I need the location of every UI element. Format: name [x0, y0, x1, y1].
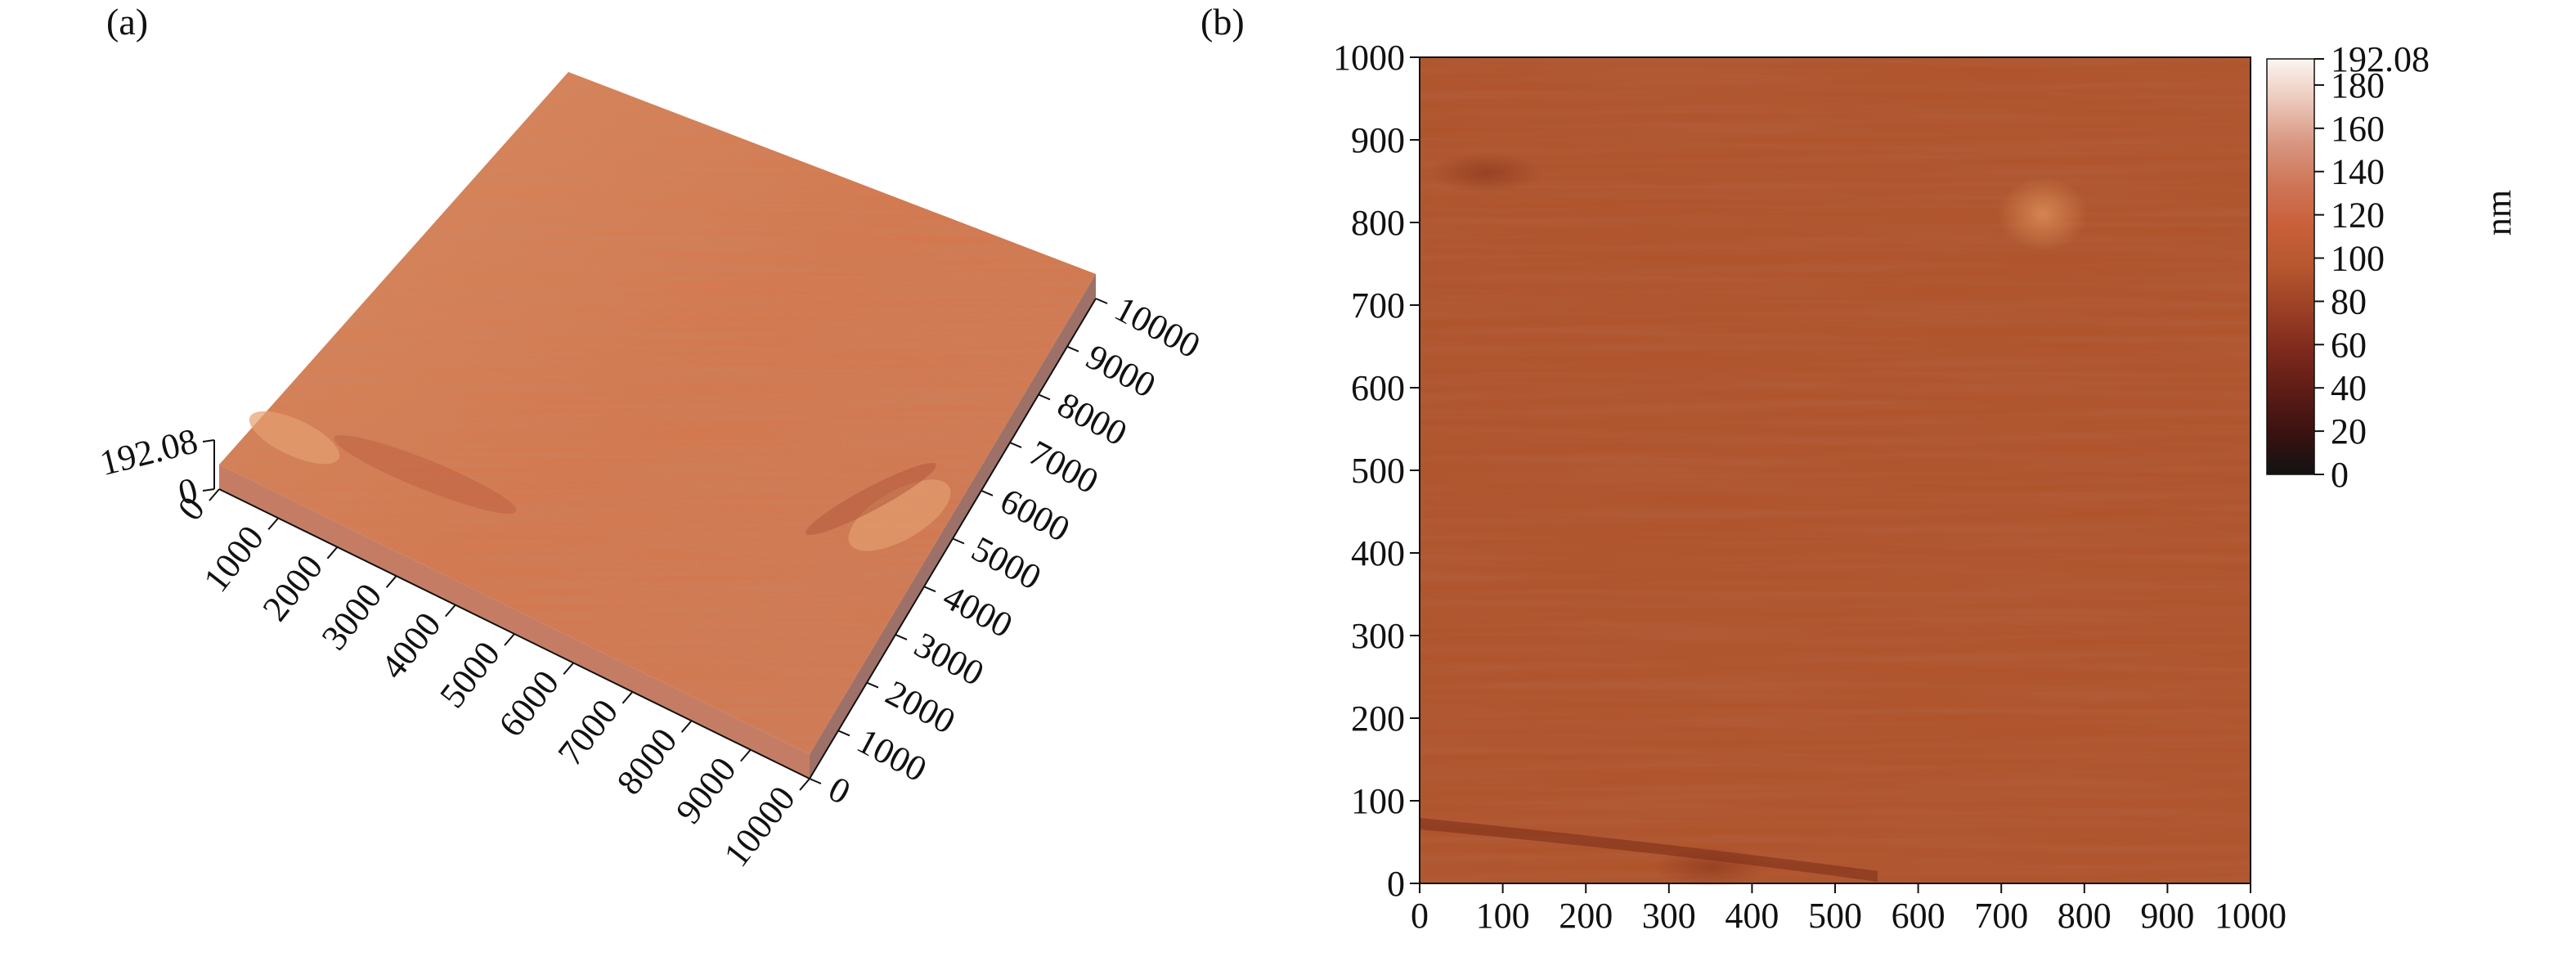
panel-b: (b) 0 100 200 300 400 500 600 700 800 900 1000 0 100… [1186, 0, 2576, 957]
colorbar-tick-label: 60 [2331, 325, 2367, 365]
y-tick-label: 100 [1351, 781, 1405, 821]
colorbar-tick-label: 160 [2331, 109, 2385, 149]
y-tick-mark [1066, 345, 1079, 353]
x-tick-mark [680, 720, 693, 733]
y-tick-mark [1095, 298, 1108, 304]
x-tick-label: 7000 [550, 692, 626, 774]
surface-side-front-left [219, 465, 810, 779]
y-tick-label: 6000 [994, 480, 1076, 550]
y-tick-label: 0 [1387, 864, 1405, 904]
colorbar-tick-label: 80 [2331, 281, 2367, 321]
x-tick-mark [563, 662, 574, 676]
map-feature-groove [1429, 152, 1544, 194]
x-tick-mark [504, 633, 515, 646]
colorbar-tick-label: 100 [2331, 239, 2385, 279]
colorbar-tick-label: 192.08 [2331, 39, 2430, 79]
y-tick-label: 400 [1351, 533, 1405, 573]
x-tick-label: 3000 [314, 576, 390, 658]
colorbar-tick-label: 120 [2331, 195, 2385, 236]
y-tick-label: 7000 [1022, 433, 1105, 502]
x-tick-label: 900 [2140, 896, 2194, 936]
y-tick-label: 900 [1351, 120, 1405, 160]
colorbar-tick-label: 0 [2331, 455, 2349, 495]
x-tick-label: 400 [1725, 896, 1779, 936]
x-tick-mark [622, 691, 634, 704]
surface-feature-groove [334, 435, 517, 514]
x-tick-label: 300 [1642, 896, 1696, 936]
y-tick-label: 200 [1351, 699, 1405, 739]
y-tick-label: 2000 [879, 672, 962, 742]
y-tick-label: 9000 [1079, 336, 1162, 406]
x-tick-mark [799, 778, 810, 791]
map-feature-streak [1420, 818, 1878, 882]
x-tick-label: 100 [1476, 896, 1530, 936]
x-tick-label: 800 [2058, 896, 2112, 936]
x-tick-label: 700 [1974, 896, 2028, 936]
y-axis-line [809, 298, 1097, 780]
panel-a: (a) 0 1000 2000 3000 4000 5000 6000 7000 8000 900… [0, 0, 1227, 957]
x-tick-label: 600 [1892, 896, 1945, 936]
y-tick-label: 600 [1351, 368, 1405, 408]
y-tick-mark [952, 537, 965, 545]
x-tick-mark [385, 575, 397, 588]
z-tick-mark [202, 439, 215, 443]
x-tick-mark [326, 546, 339, 559]
y-tick-label: 500 [1351, 451, 1405, 491]
x-axis-line [218, 488, 810, 780]
panel-a-label: (a) [106, 1, 149, 43]
map-feature-bump [1998, 177, 2088, 251]
y-tick-label: 700 [1351, 285, 1405, 326]
panel-b-label: (b) [1200, 1, 1245, 43]
x-tick-label: 8000 [609, 721, 685, 802]
surface-feature-bump [848, 479, 951, 551]
x-tick-label: 9000 [668, 750, 744, 832]
x-tick-mark [445, 604, 456, 618]
height-map-texture [1420, 57, 2251, 883]
x-tick-mark [267, 517, 279, 531]
colorbar-tick-label: 140 [2331, 152, 2385, 192]
y-tick-label: 3000 [908, 624, 990, 694]
x-tick-label: 5000 [432, 634, 508, 716]
surface-feature-groove [806, 462, 936, 536]
y-tick-mark [809, 778, 822, 784]
x-tick-label: 500 [1808, 896, 1862, 936]
height-map-plot: 0 100 200 300 400 500 600 700 800 900 100001002003… [1333, 38, 2519, 936]
y-tick-mark [1009, 442, 1022, 449]
surface-3d-plot: 0100020003000400050006000700080009000100… [96, 72, 1206, 874]
colorbar-unit-label: nm [2479, 190, 2519, 236]
y-tick-mark [866, 681, 879, 689]
x-tick-label: 2000 [254, 547, 330, 629]
y-tick-mark [923, 586, 936, 593]
x-tick-label: 1000 [2215, 896, 2287, 936]
x-tick-label: 1000 [195, 518, 272, 600]
y-tick-label: 8000 [1051, 384, 1133, 454]
x-tick-label: 200 [1559, 896, 1613, 936]
y-tick-label: 800 [1351, 203, 1405, 243]
colorbar-tick-label: 20 [2331, 411, 2367, 452]
surface-feature-bump [249, 411, 340, 465]
surface-texture [219, 72, 1096, 754]
colorbar [2266, 58, 2315, 475]
y-tick-label: 5000 [965, 528, 1048, 598]
y-tick-label: 300 [1351, 616, 1405, 656]
y-tick-label: 1000 [850, 721, 933, 790]
y-tick-mark [837, 730, 850, 737]
x-tick-label: 0 [1411, 896, 1429, 936]
x-tick-label: 6000 [491, 663, 567, 744]
y-tick-mark [1038, 393, 1051, 401]
y-tick-label: 1000 [1333, 38, 1405, 78]
y-tick-mark [895, 633, 908, 640]
colorbar-tick-label: 180 [2331, 65, 2385, 106]
y-tick-label: 0 [822, 769, 856, 813]
y-tick-label: 4000 [936, 577, 1019, 646]
x-tick-mark [209, 488, 220, 501]
surface-side-front-right [810, 274, 1096, 779]
y-tick-mark [981, 489, 994, 496]
x-tick-mark [740, 748, 752, 762]
z-tick-mark [202, 488, 215, 492]
x-tick-label: 4000 [373, 605, 449, 687]
colorbar-tick-label: 40 [2331, 368, 2367, 408]
